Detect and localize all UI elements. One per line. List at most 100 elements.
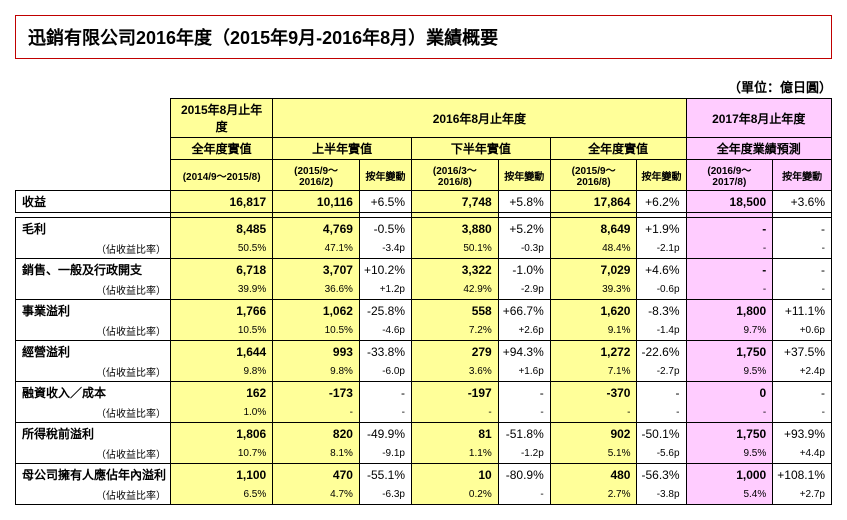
page-title: 迅銷有限公司2016年度（2015年9月-2016年8月）業績概要 <box>28 24 819 50</box>
gross-fy15: 8,485 <box>171 218 273 240</box>
label-pbt: 所得稅前溢利 <box>16 423 171 445</box>
biz-h2r: 7.2% <box>412 321 499 341</box>
biz-fy17ryoy: +0.6p <box>773 321 832 341</box>
sga-h1: 3,707 <box>273 259 360 281</box>
pbt-fy17ryoy: +4.4p <box>773 444 832 464</box>
sga-h2ryoy: -2.9p <box>498 280 550 300</box>
pbt-fy16ryoy: -5.6p <box>637 444 686 464</box>
parent-fy16r: 2.7% <box>550 485 637 505</box>
op-fy15r: 9.8% <box>171 362 273 382</box>
op-h2yoy: +94.3% <box>498 341 550 363</box>
pbt-fy16yoy: -50.1% <box>637 423 686 445</box>
row-sga-main: 銷售、一般及行政開支 6,718 3,707 +10.2% 3,322 -1.0… <box>16 259 832 281</box>
rev-h1yoy: +6.5% <box>359 191 411 213</box>
biz-h1r: 10.5% <box>273 321 360 341</box>
op-h1ryoy: -6.0p <box>359 362 411 382</box>
gross-h1yoy: -0.5% <box>359 218 411 240</box>
op-h1: 993 <box>273 341 360 363</box>
gross-h1r: 47.1% <box>273 239 360 259</box>
yoy-full: 按年變動 <box>637 160 686 191</box>
row-biz-ratio: （佔收益比率） 10.5% 10.5% -4.6p 7.2% +2.6p 9.1… <box>16 321 832 341</box>
fin-fy17r: - <box>686 403 773 423</box>
fin-h2yoy: - <box>498 382 550 404</box>
sga-fy17: - <box>686 259 773 281</box>
pbt-h2: 81 <box>412 423 499 445</box>
pbt-h1: 820 <box>273 423 360 445</box>
label-sga-ratio: （佔收益比率） <box>16 280 171 300</box>
biz-fy17: 1,800 <box>686 300 773 322</box>
op-fy17yoy: +37.5% <box>773 341 832 363</box>
rev-fy16: 17,864 <box>550 191 637 213</box>
fin-fy16: -370 <box>550 382 637 404</box>
parent-h2r: 0.2% <box>412 485 499 505</box>
label-fin-ratio: （佔收益比率） <box>16 403 171 423</box>
op-fy16ryoy: -2.7p <box>637 362 686 382</box>
yoy-h1: 按年變動 <box>359 160 411 191</box>
yoy-2017: 按年變動 <box>773 160 832 191</box>
row-op-main: 經營溢利 1,644 993 -33.8% 279 +94.3% 1,272 -… <box>16 341 832 363</box>
fin-h1: -173 <box>273 382 360 404</box>
parent-h2ryoy: - <box>498 485 550 505</box>
op-h1yoy: -33.8% <box>359 341 411 363</box>
gross-h1ryoy: -3.4p <box>359 239 411 259</box>
sga-h1ryoy: +1.2p <box>359 280 411 300</box>
fin-fy15: 162 <box>171 382 273 404</box>
pbt-fy15: 1,806 <box>171 423 273 445</box>
pbt-h2ryoy: -1.2p <box>498 444 550 464</box>
rev-fy15: 16,817 <box>171 191 273 213</box>
label-gross: 毛利 <box>16 218 171 240</box>
row-biz-main: 事業溢利 1,766 1,062 -25.8% 558 +66.7% 1,620… <box>16 300 832 322</box>
parent-fy17ryoy: +2.7p <box>773 485 832 505</box>
gross-h1: 4,769 <box>273 218 360 240</box>
pbt-fy15r: 10.7% <box>171 444 273 464</box>
label-parent-ratio: （佔收益比率） <box>16 485 171 505</box>
period-2017: (2016/9～2017/8) <box>686 160 773 191</box>
sga-fy15r: 39.9% <box>171 280 273 300</box>
parent-h1: 470 <box>273 464 360 486</box>
biz-fy16r: 9.1% <box>550 321 637 341</box>
sga-fy16yoy: +4.6% <box>637 259 686 281</box>
biz-fy15: 1,766 <box>171 300 273 322</box>
hdr-h1: 上半年實值 <box>273 138 412 160</box>
gross-fy17ryoy: - <box>773 239 832 259</box>
label-parent: 母公司擁有人應佔年內溢利 <box>16 464 171 486</box>
op-fy16yoy: -22.6% <box>637 341 686 363</box>
gross-fy15r: 50.5% <box>171 239 273 259</box>
parent-fy16yoy: -56.3% <box>637 464 686 486</box>
gross-fy17r: - <box>686 239 773 259</box>
sga-fy17ryoy: - <box>773 280 832 300</box>
biz-fy17yoy: +11.1% <box>773 300 832 322</box>
row-parent-main: 母公司擁有人應佔年內溢利 1,100 470 -55.1% 10 -80.9% … <box>16 464 832 486</box>
pbt-fy16: 902 <box>550 423 637 445</box>
label-biz-ratio: （佔收益比率） <box>16 321 171 341</box>
parent-h1yoy: -55.1% <box>359 464 411 486</box>
fin-h1ryoy: - <box>359 403 411 423</box>
fin-h2: -197 <box>412 382 499 404</box>
sga-fy16ryoy: -0.6p <box>637 280 686 300</box>
fin-fy16r: - <box>550 403 637 423</box>
fin-fy16yoy: - <box>637 382 686 404</box>
biz-fy15r: 10.5% <box>171 321 273 341</box>
gross-fy16r: 48.4% <box>550 239 637 259</box>
sga-fy16: 7,029 <box>550 259 637 281</box>
gross-h2yoy: +5.2% <box>498 218 550 240</box>
title-box: 迅銷有限公司2016年度（2015年9月-2016年8月）業績概要 <box>15 15 832 59</box>
row-op-ratio: （佔收益比率） 9.8% 9.8% -6.0p 3.6% +1.6p 7.1% … <box>16 362 832 382</box>
op-fy17ryoy: +2.4p <box>773 362 832 382</box>
op-fy15: 1,644 <box>171 341 273 363</box>
pbt-h1r: 8.1% <box>273 444 360 464</box>
biz-h2ryoy: +2.6p <box>498 321 550 341</box>
gross-fy16: 8,649 <box>550 218 637 240</box>
op-fy17: 1,750 <box>686 341 773 363</box>
gross-h2r: 50.1% <box>412 239 499 259</box>
pbt-fy17: 1,750 <box>686 423 773 445</box>
hdr-full: 全年度實值 <box>550 138 686 160</box>
label-pbt-ratio: （佔收益比率） <box>16 444 171 464</box>
op-fy16: 1,272 <box>550 341 637 363</box>
pbt-h1yoy: -49.9% <box>359 423 411 445</box>
label-op-ratio: （佔收益比率） <box>16 362 171 382</box>
unit-label: （單位：億日圓） <box>15 77 832 96</box>
hdr-fy17-sub: 全年度業績預測 <box>686 138 831 160</box>
op-h1r: 9.8% <box>273 362 360 382</box>
op-h2: 279 <box>412 341 499 363</box>
